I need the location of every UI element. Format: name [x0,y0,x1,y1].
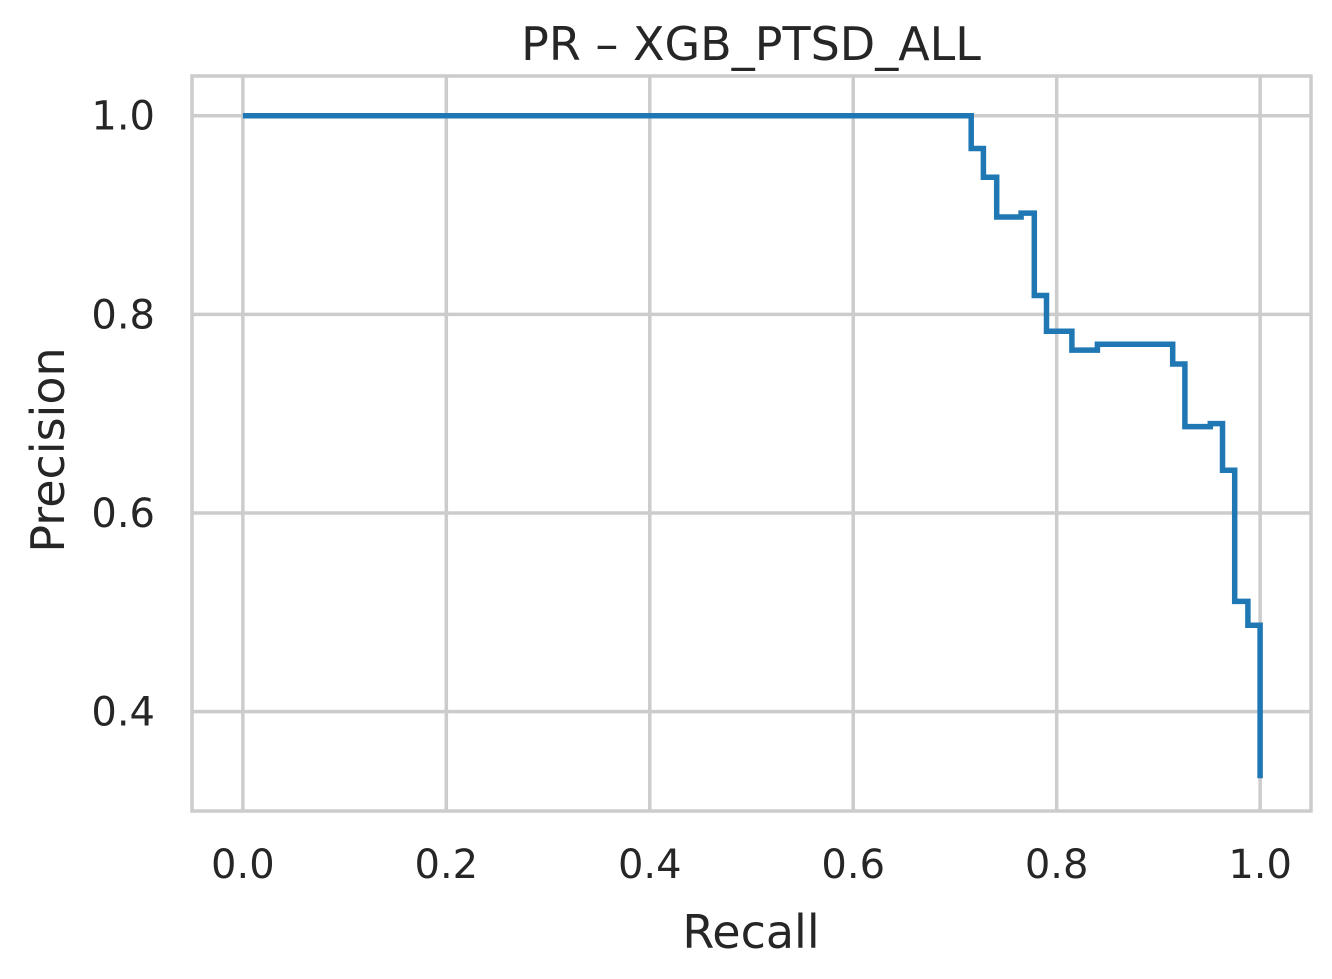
chart-title: PR – XGB_PTSD_ALL [521,17,981,71]
x-tick-label: 0.2 [415,842,479,888]
x-tick-label: 0.6 [821,842,885,888]
grid-lines [192,76,1311,811]
x-tick-label: 1.0 [1228,842,1292,888]
x-tick-label: 0.8 [1025,842,1089,888]
x-axis-label: Recall [682,905,819,959]
curve-layer [242,112,1263,779]
y-tick-labels: 0.4 0.6 0.8 1.0 [91,94,155,736]
y-tick-label: 0.8 [91,292,155,338]
y-axis-label: Precision [21,347,75,552]
y-tick-label: 0.4 [91,690,155,736]
x-tick-label: 0.4 [618,842,682,888]
x-tick-label: 0.0 [211,842,275,888]
pr-curve-line [242,112,1263,779]
y-tick-label: 0.6 [91,491,155,537]
y-tick-label: 1.0 [91,94,155,140]
x-tick-labels: 0.0 0.2 0.4 0.6 0.8 1.0 [211,842,1292,888]
plot-frame [190,74,1313,813]
